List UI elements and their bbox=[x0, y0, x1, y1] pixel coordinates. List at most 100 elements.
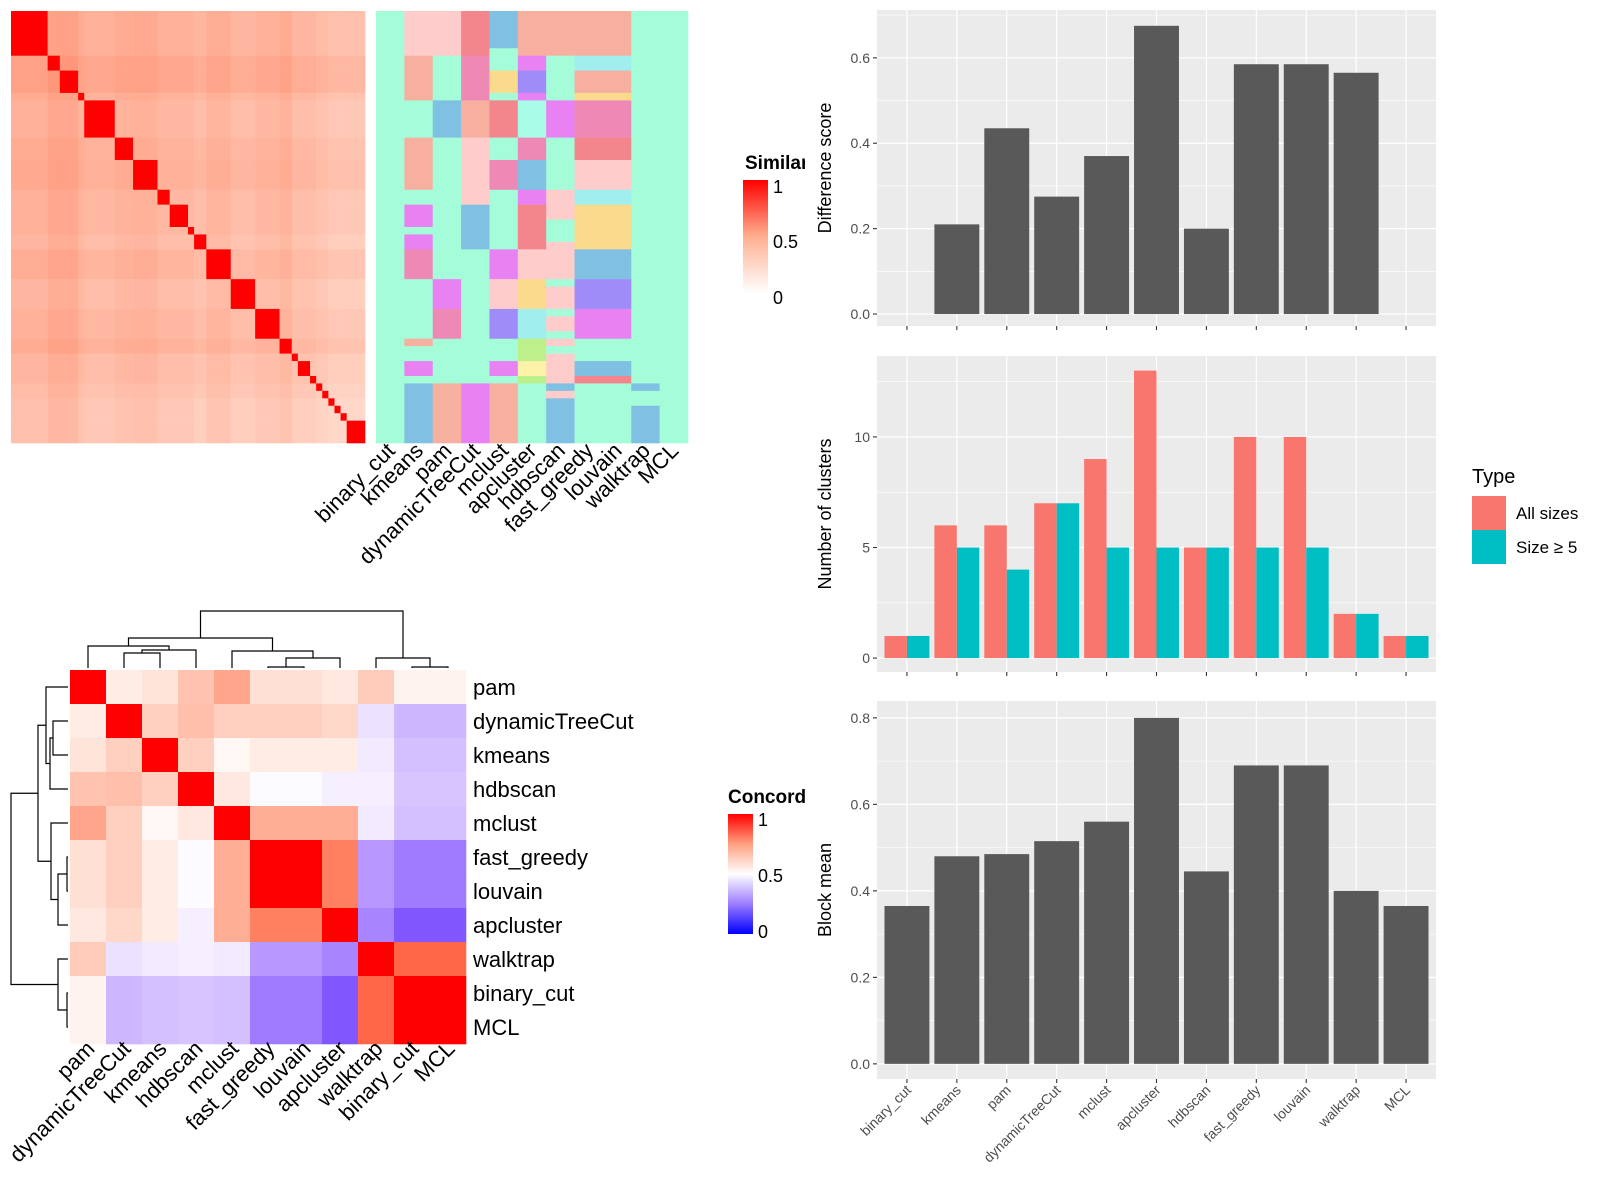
similarity-cell bbox=[59, 204, 79, 228]
similarity-cell bbox=[133, 70, 158, 94]
similarity-cell bbox=[59, 353, 79, 362]
similarity-cell bbox=[78, 398, 85, 407]
similarity-cell bbox=[59, 137, 79, 161]
similarity-cell bbox=[340, 55, 347, 71]
annotation-cell bbox=[432, 308, 462, 340]
similarity-cell bbox=[11, 375, 48, 384]
similarity-cell bbox=[328, 189, 335, 205]
column-dendrogram-branch bbox=[267, 666, 305, 668]
annotation-cell bbox=[602, 55, 632, 71]
annotation-cell bbox=[546, 100, 575, 138]
annotation-cell bbox=[517, 383, 547, 444]
similarity-cell bbox=[340, 70, 347, 94]
similarity-cell bbox=[157, 413, 170, 421]
annotation-cell bbox=[517, 70, 547, 94]
similarity-cell bbox=[11, 353, 48, 362]
annotation-cell bbox=[546, 308, 575, 317]
similarity-cell bbox=[340, 338, 347, 354]
bar bbox=[1383, 906, 1429, 1064]
similarity-cell bbox=[11, 383, 48, 392]
annotation-cell bbox=[489, 338, 519, 362]
similarity-cell bbox=[316, 413, 323, 421]
annotation-cell bbox=[574, 189, 604, 205]
similarity-cell bbox=[279, 11, 293, 56]
similarity-cell bbox=[114, 159, 134, 191]
similarity-cell bbox=[47, 413, 61, 421]
similarity-cell bbox=[322, 353, 329, 362]
similarity-cell bbox=[169, 227, 189, 235]
similarity-cell bbox=[133, 308, 158, 340]
annotation-cell bbox=[574, 137, 604, 161]
similarity-cell bbox=[297, 420, 311, 444]
similarity-cell bbox=[346, 279, 366, 310]
concordance-cell bbox=[358, 670, 395, 705]
similarity-cell bbox=[133, 100, 158, 138]
annotation-cell bbox=[517, 338, 547, 362]
concordance-cell bbox=[394, 874, 431, 909]
similarity-cell bbox=[310, 279, 317, 310]
similarity-cell bbox=[133, 234, 158, 250]
similarity-cell bbox=[279, 405, 293, 414]
bar-size-5 bbox=[906, 635, 930, 659]
annotation-cell bbox=[404, 338, 434, 347]
annotation-cell bbox=[461, 11, 490, 56]
similarity-cell bbox=[334, 398, 341, 407]
y-tick-label: 0.2 bbox=[851, 221, 871, 237]
annotation-cell bbox=[404, 383, 434, 444]
similarity-cell bbox=[194, 420, 207, 444]
similarity-cell bbox=[206, 398, 232, 407]
concordance-cell bbox=[322, 840, 359, 875]
similarity-cell bbox=[279, 159, 293, 191]
similarity-cell bbox=[291, 398, 299, 407]
concordance-heatmap bbox=[70, 670, 467, 1045]
concordance-cell bbox=[358, 942, 395, 977]
annotation-cell bbox=[546, 286, 575, 310]
similarity-cell bbox=[310, 413, 317, 421]
y-tick-label: 0.8 bbox=[851, 710, 871, 726]
concordance-cell bbox=[214, 942, 251, 977]
bar-all-sizes bbox=[1233, 436, 1257, 659]
column-dendrogram-branch bbox=[123, 652, 161, 668]
similarity-cell bbox=[322, 383, 329, 392]
similarity-cell bbox=[133, 398, 158, 407]
bar bbox=[1333, 72, 1379, 315]
bar bbox=[1084, 821, 1130, 1064]
similarity-cell bbox=[47, 189, 61, 205]
bar bbox=[984, 128, 1030, 315]
similarity-legend-tick: 1 bbox=[773, 177, 783, 197]
similarity-cell bbox=[316, 420, 323, 444]
similarity-cell bbox=[334, 308, 341, 340]
similarity-cell bbox=[47, 338, 61, 354]
similarity-cell bbox=[291, 353, 299, 362]
bar-all-sizes bbox=[984, 525, 1007, 659]
similarity-cell bbox=[291, 92, 299, 101]
similarity-cell bbox=[206, 383, 232, 392]
similarity-cell bbox=[78, 249, 85, 280]
similarity-cell bbox=[279, 398, 293, 407]
similarity-cell bbox=[346, 227, 366, 235]
similarity-cell bbox=[297, 405, 311, 414]
annotation-cell bbox=[602, 189, 632, 205]
similarity-cell bbox=[11, 55, 48, 71]
annotation-cell bbox=[546, 219, 575, 243]
similarity-cell bbox=[169, 55, 189, 71]
similarity-cell bbox=[188, 353, 195, 362]
similarity-cell bbox=[346, 390, 366, 399]
bar-charts: 0.0 0.2 0.4 0.6 Difference score 0 5 10 Number o… bbox=[815, 10, 1436, 1165]
similarity-cell bbox=[334, 159, 341, 191]
similarity-cell bbox=[84, 279, 116, 310]
similarity-cell bbox=[59, 92, 79, 101]
similarity-cell bbox=[206, 11, 232, 56]
y-tick-label: 0.0 bbox=[851, 306, 871, 322]
similarity-cell bbox=[188, 279, 195, 310]
concordance-cell bbox=[322, 670, 359, 705]
concordance-cell bbox=[430, 874, 467, 909]
similarity-cell bbox=[194, 398, 207, 407]
similarity-cell bbox=[297, 204, 311, 228]
concordance-cell bbox=[250, 1010, 287, 1045]
concordance-cell bbox=[178, 806, 215, 841]
similarity-cell bbox=[230, 413, 256, 421]
concordance-cell bbox=[214, 806, 251, 841]
annotation-cell bbox=[404, 100, 434, 138]
concordance-cell bbox=[70, 908, 107, 943]
